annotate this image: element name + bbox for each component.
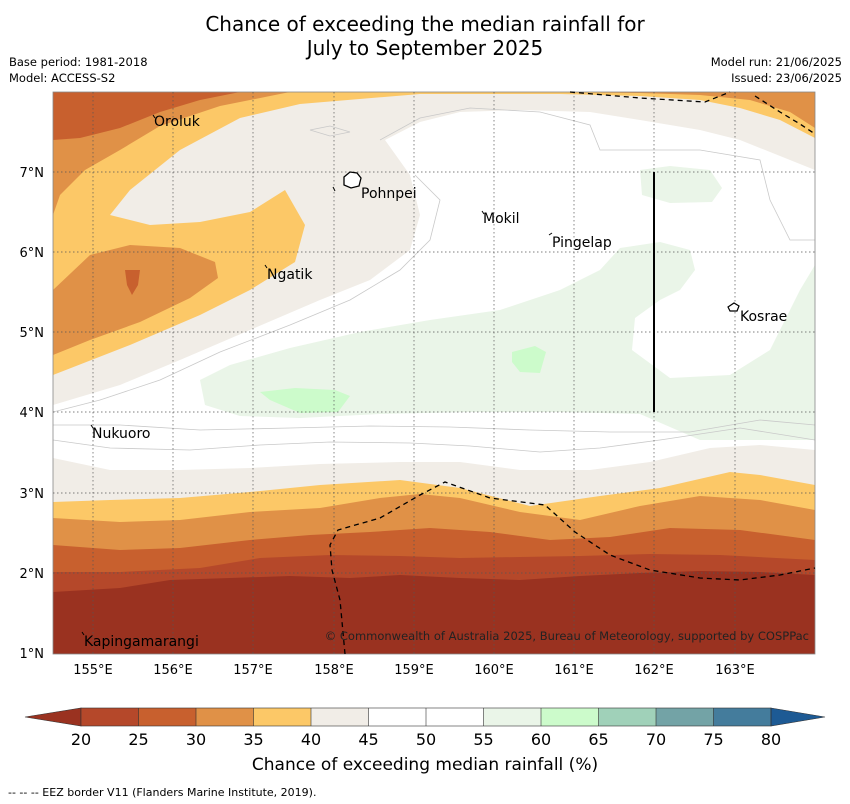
lon-tick-label: 158°E — [314, 663, 354, 678]
colorbar-swatch — [598, 708, 656, 726]
colorbar-swatch — [138, 708, 196, 726]
lat-tick-labels: 7°N 6°N 5°N 4°N 3°N 2°N 1°N — [20, 166, 45, 662]
title-line-1: Chance of exceeding the median rainfall … — [205, 12, 645, 36]
colorbar-swatch — [541, 708, 599, 726]
colorbar-tick-label: 75 — [703, 730, 723, 749]
colorbar-tick-label: 60 — [531, 730, 551, 749]
pohnpei-atoll-mark — [332, 186, 336, 192]
lat-tick-label: 7°N — [20, 166, 45, 181]
lon-tick-label: 156°E — [153, 663, 193, 678]
map-title: Chance of exceeding the median rainfall … — [0, 12, 850, 60]
colorbar-extend-high — [770, 707, 826, 727]
colorbar-extend-low — [24, 707, 82, 727]
rainfall-map — [53, 92, 815, 654]
place-label: Kosrae — [740, 309, 787, 325]
colorbar-tick-label: 50 — [416, 730, 436, 749]
colorbar-swatch — [196, 708, 254, 726]
lat-tick-label: 5°N — [20, 326, 45, 341]
lon-tick-label: 160°E — [474, 663, 514, 678]
place-label: Pohnpei — [361, 186, 417, 202]
issued-date: Issued: 23/06/2025 — [731, 71, 842, 85]
model-name: Model: ACCESS-S2 — [9, 71, 116, 85]
colorbar-tick-label: 45 — [358, 730, 378, 749]
colorbar-tick-label: 55 — [473, 730, 493, 749]
colorbar-swatch — [253, 708, 311, 726]
map-frame — [52, 91, 816, 655]
title-line-2: July to September 2025 — [306, 36, 544, 60]
pohnpei-island-icon — [343, 171, 362, 189]
model-run: Model run: 21/06/2025 — [710, 55, 842, 69]
colorbar-tick-label: 70 — [646, 730, 666, 749]
colorbar-swatch — [713, 708, 771, 726]
colorbar: 20 25 30 35 40 45 50 55 60 65 70 75 80 — [24, 707, 826, 749]
colorbar-tick-label: 30 — [186, 730, 206, 749]
place-label: Pingelap — [552, 235, 612, 251]
north-band-40-45 — [53, 92, 815, 405]
colorbar-tick-label: 40 — [301, 730, 321, 749]
place-label: Kapingamarangi — [84, 634, 199, 650]
atoll-marks — [81, 114, 553, 636]
meta-right: Model run: 21/06/2025 Issued: 23/06/2025 — [711, 54, 842, 86]
kosrae-island-icon — [727, 302, 740, 312]
base-period: Base period: 1981-2018 — [9, 55, 148, 69]
wet-band-55-60 — [200, 242, 815, 440]
place-label: Oroluk — [154, 114, 201, 130]
lat-tick-label: 1°N — [20, 647, 45, 662]
lon-tick-label: 155°E — [73, 663, 113, 678]
south-band-below-20 — [53, 571, 815, 654]
colorbar-swatch — [483, 708, 541, 726]
lon-tick-label: 157°E — [233, 663, 273, 678]
colorbar-tick-label: 25 — [128, 730, 148, 749]
copyright-text: © Commonwealth of Australia 2025, Bureau… — [325, 629, 809, 643]
place-label: Ngatik — [267, 267, 313, 283]
colorbar-tick-label: 65 — [588, 730, 608, 749]
colorbar-swatch — [81, 708, 139, 726]
wet-cell-60-65-west — [260, 388, 350, 413]
eez-footnote: -- -- -- EEZ border V11 (Flanders Marine… — [8, 786, 317, 799]
lat-tick-label: 6°N — [20, 246, 45, 261]
colorbar-swatch — [426, 708, 484, 726]
colorbar-tick-label: 20 — [71, 730, 91, 749]
lon-tick-label: 162°E — [634, 663, 674, 678]
graticule — [53, 92, 815, 654]
colorbar-tick-label: 80 — [761, 730, 781, 749]
place-label: Nukuoro — [92, 426, 150, 442]
place-labels: Oroluk Pohnpei Mokil Pingelap Ngatik Kos… — [84, 114, 787, 650]
lon-tick-labels: 155°E 156°E 157°E 158°E 159°E 160°E 161°… — [73, 663, 755, 678]
lat-tick-label: 2°N — [20, 567, 45, 582]
lat-tick-label: 4°N — [20, 406, 45, 421]
lon-tick-label: 159°E — [394, 663, 434, 678]
colorbar-swatch — [656, 708, 714, 726]
eez-borders — [329, 91, 816, 655]
lon-tick-label: 161°E — [554, 663, 594, 678]
colorbar-tick-label: 35 — [243, 730, 263, 749]
north-band-25-30 — [53, 92, 240, 295]
meta-left: Base period: 1981-2018 Model: ACCESS-S2 — [9, 54, 148, 86]
lat-tick-label: 3°N — [20, 487, 45, 502]
lon-tick-label: 163°E — [715, 663, 755, 678]
wet-cell-60-65-east — [512, 346, 546, 373]
colorbar-swatch — [368, 708, 426, 726]
wet-cell-east — [640, 166, 722, 203]
colorbar-swatch — [311, 708, 369, 726]
colorbar-label: Chance of exceeding median rainfall (%) — [251, 755, 599, 775]
place-label: Mokil — [483, 211, 520, 227]
